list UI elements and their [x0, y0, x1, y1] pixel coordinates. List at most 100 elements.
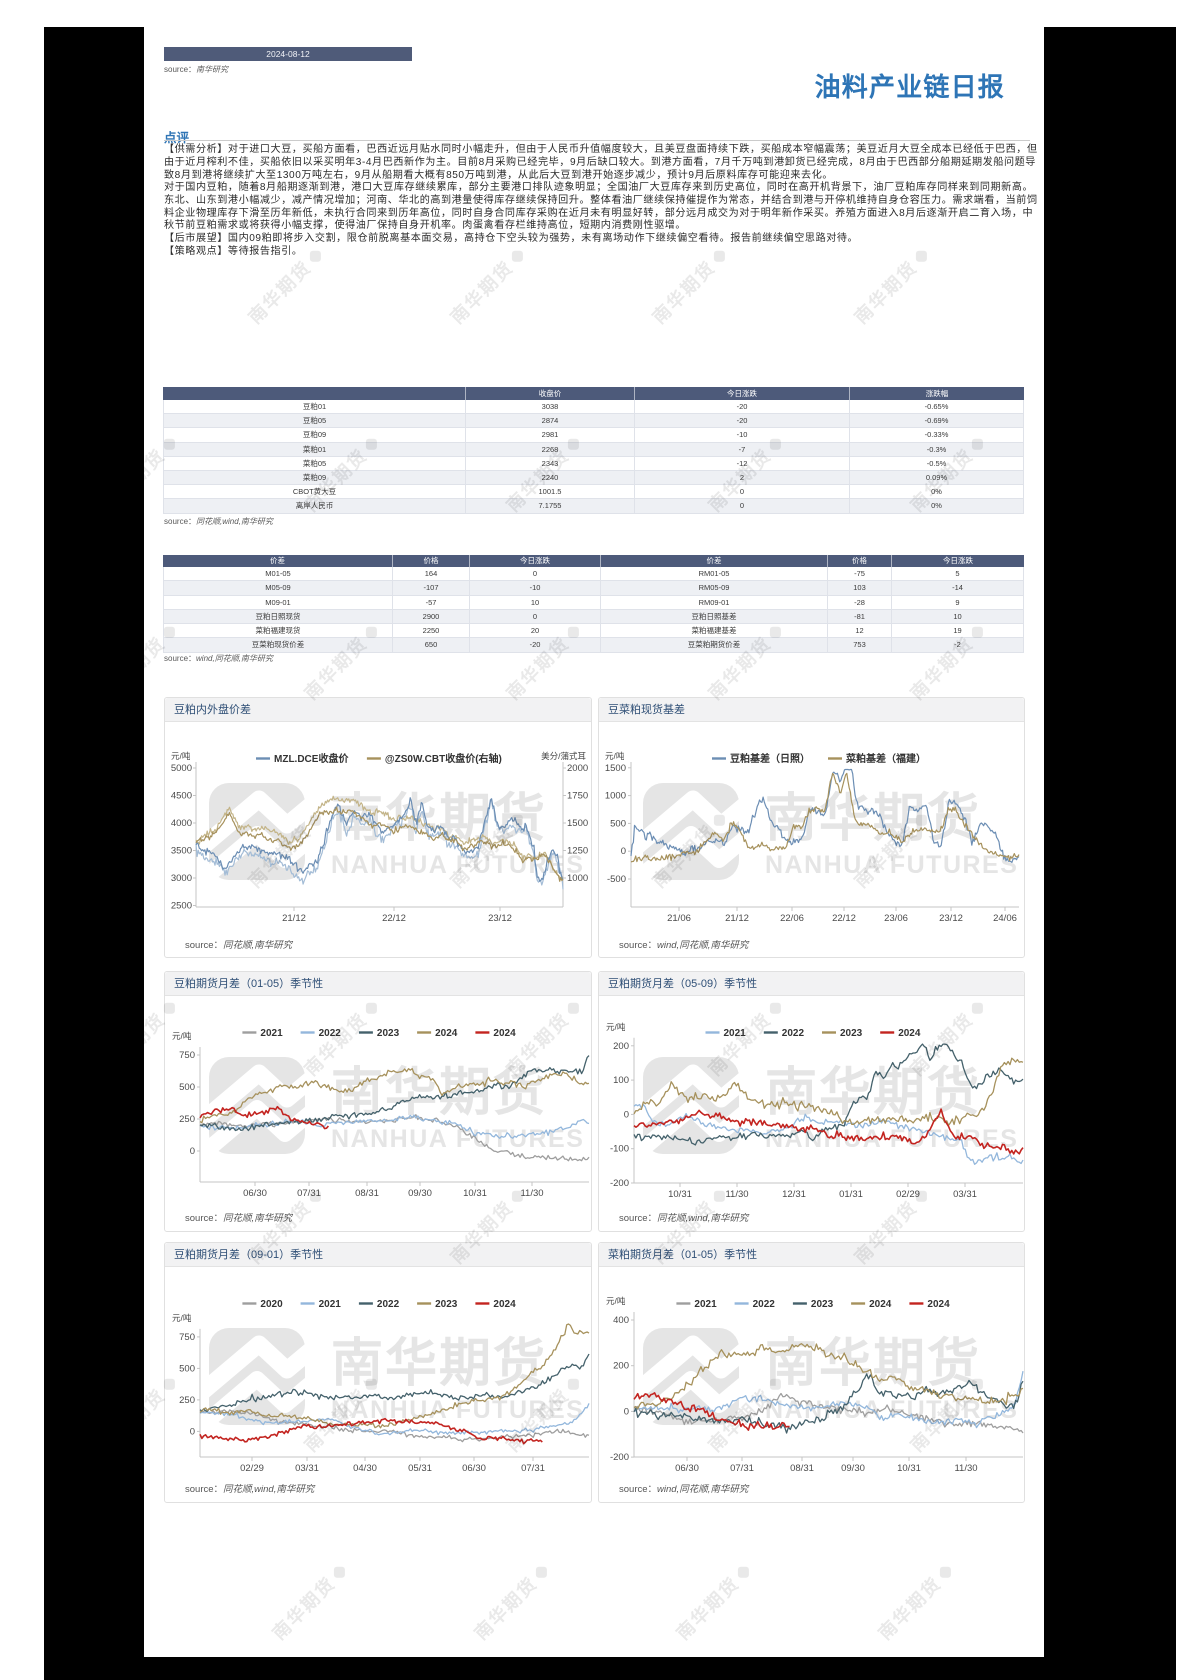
svg-text:100: 100: [613, 1075, 629, 1086]
svg-text:NANHUA FUTURES: NANHUA FUTURES: [331, 1125, 584, 1153]
svg-text:200: 200: [613, 1041, 629, 1052]
svg-text:1500: 1500: [567, 818, 588, 829]
svg-text:22/12: 22/12: [832, 913, 856, 924]
svg-text:MZL.DCE收盘价: MZL.DCE收盘价: [274, 752, 349, 765]
svg-text:21/12: 21/12: [282, 913, 306, 924]
svg-text:1500: 1500: [605, 763, 626, 774]
svg-text:2021: 2021: [724, 1028, 747, 1039]
svg-text:0: 0: [190, 1426, 195, 1437]
svg-text:21/06: 21/06: [667, 913, 691, 924]
svg-text:source：同花顺,wind,南华研究: source：同花顺,wind,南华研究: [619, 1212, 750, 1224]
svg-text:10/31: 10/31: [463, 1188, 487, 1199]
svg-text:2021: 2021: [260, 1028, 283, 1039]
svg-text:元/吨: 元/吨: [172, 1313, 192, 1323]
svg-text:09/30: 09/30: [841, 1463, 865, 1474]
svg-text:南华期货: 南华期货: [765, 790, 981, 848]
svg-text:-100: -100: [610, 1144, 629, 1155]
svg-text:1750: 1750: [567, 791, 588, 802]
svg-text:2024: 2024: [493, 1028, 516, 1039]
svg-text:750: 750: [179, 1332, 195, 1343]
svg-text:-500: -500: [607, 874, 626, 885]
svg-text:2024: 2024: [898, 1028, 921, 1039]
svg-text:2024: 2024: [435, 1028, 458, 1039]
svg-text:NANHUA FUTURES: NANHUA FUTURES: [765, 1125, 1018, 1153]
svg-text:元/吨: 元/吨: [172, 1031, 192, 1041]
svg-text:1250: 1250: [567, 846, 588, 857]
svg-text:4500: 4500: [171, 791, 192, 802]
svg-text:250: 250: [179, 1395, 195, 1406]
svg-text:01/31: 01/31: [839, 1189, 863, 1200]
svg-text:02/29: 02/29: [240, 1463, 264, 1474]
svg-text:source：同花顺,wind,南华研究: source：同花顺,wind,南华研究: [185, 1483, 316, 1495]
svg-text:08/31: 08/31: [355, 1188, 379, 1199]
svg-text:豆粕基差（日照）: 豆粕基差（日照）: [730, 752, 810, 765]
svg-text:09/30: 09/30: [408, 1188, 432, 1199]
svg-text:10/31: 10/31: [897, 1463, 921, 1474]
svg-text:03/31: 03/31: [953, 1189, 977, 1200]
svg-text:source：wind,同花顺,南华研究: source：wind,同花顺,南华研究: [619, 939, 750, 951]
svg-text:2022: 2022: [377, 1299, 400, 1310]
svg-text:2023: 2023: [811, 1299, 834, 1310]
svg-text:11/30: 11/30: [725, 1189, 748, 1200]
svg-text:0: 0: [624, 1109, 629, 1120]
svg-text:5000: 5000: [171, 763, 192, 774]
svg-text:10/31: 10/31: [668, 1189, 692, 1200]
svg-text:NANHUA FUTURES: NANHUA FUTURES: [765, 851, 1018, 879]
svg-text:0: 0: [190, 1146, 195, 1157]
svg-text:1000: 1000: [567, 873, 588, 884]
svg-text:元/吨: 元/吨: [606, 1022, 626, 1032]
svg-text:11/30: 11/30: [954, 1463, 977, 1474]
svg-text:元/吨: 元/吨: [605, 751, 625, 761]
svg-text:3500: 3500: [171, 846, 192, 857]
svg-text:南华期货: 南华期货: [765, 1064, 981, 1122]
svg-text:0: 0: [624, 1406, 629, 1417]
svg-text:2023: 2023: [377, 1028, 400, 1039]
svg-text:2500: 2500: [171, 901, 192, 912]
svg-text:22/12: 22/12: [382, 913, 406, 924]
svg-text:南华期货: 南华期货: [765, 1335, 981, 1393]
svg-text:美分/蒲式耳: 美分/蒲式耳: [541, 751, 586, 761]
svg-text:22/06: 22/06: [780, 913, 804, 924]
svg-text:12/31: 12/31: [782, 1189, 806, 1200]
svg-text:06/30: 06/30: [675, 1463, 699, 1474]
svg-text:02/29: 02/29: [896, 1189, 920, 1200]
svg-text:06/30: 06/30: [243, 1188, 267, 1199]
svg-text:07/31: 07/31: [297, 1188, 321, 1199]
svg-text:3000: 3000: [171, 873, 192, 884]
svg-text:06/30: 06/30: [462, 1463, 486, 1474]
svg-text:NANHUA FUTURES: NANHUA FUTURES: [765, 1396, 1018, 1424]
svg-text:11/30: 11/30: [520, 1188, 543, 1199]
svg-text:05/31: 05/31: [408, 1463, 432, 1474]
svg-text:21/12: 21/12: [725, 913, 749, 924]
svg-text:04/30: 04/30: [353, 1463, 377, 1474]
svg-text:2021: 2021: [319, 1299, 342, 1310]
svg-text:source：同花顺,南华研究: source：同花顺,南华研究: [185, 1212, 294, 1224]
svg-text:2023: 2023: [840, 1028, 863, 1039]
svg-text:2021: 2021: [694, 1299, 717, 1310]
svg-text:03/31: 03/31: [295, 1463, 319, 1474]
svg-text:07/31: 07/31: [521, 1463, 545, 1474]
svg-text:400: 400: [613, 1315, 629, 1326]
svg-text:2000: 2000: [567, 763, 588, 774]
svg-text:-200: -200: [610, 1178, 629, 1189]
svg-text:2022: 2022: [319, 1028, 342, 1039]
svg-text:2024: 2024: [869, 1299, 892, 1310]
svg-text:元/吨: 元/吨: [171, 751, 191, 761]
svg-text:23/12: 23/12: [939, 913, 963, 924]
svg-text:@ZS0W.CBT收盘价(右轴): @ZS0W.CBT收盘价(右轴): [385, 752, 502, 765]
svg-text:-200: -200: [610, 1452, 629, 1463]
svg-text:元/吨: 元/吨: [606, 1296, 626, 1306]
svg-text:500: 500: [179, 1082, 195, 1093]
svg-text:24/06: 24/06: [993, 913, 1017, 924]
svg-text:23/06: 23/06: [884, 913, 908, 924]
svg-text:23/12: 23/12: [488, 913, 512, 924]
svg-text:500: 500: [610, 818, 626, 829]
svg-text:source：wind,同花顺,南华研究: source：wind,同花顺,南华研究: [619, 1483, 750, 1495]
svg-text:2024: 2024: [493, 1299, 516, 1310]
svg-text:0: 0: [621, 846, 626, 857]
svg-text:NANHUA FUTURES: NANHUA FUTURES: [331, 1396, 584, 1424]
svg-text:4000: 4000: [171, 818, 192, 829]
svg-text:2023: 2023: [435, 1299, 458, 1310]
svg-text:200: 200: [613, 1361, 629, 1372]
svg-text:菜粕基差（福建）: 菜粕基差（福建）: [845, 752, 926, 765]
